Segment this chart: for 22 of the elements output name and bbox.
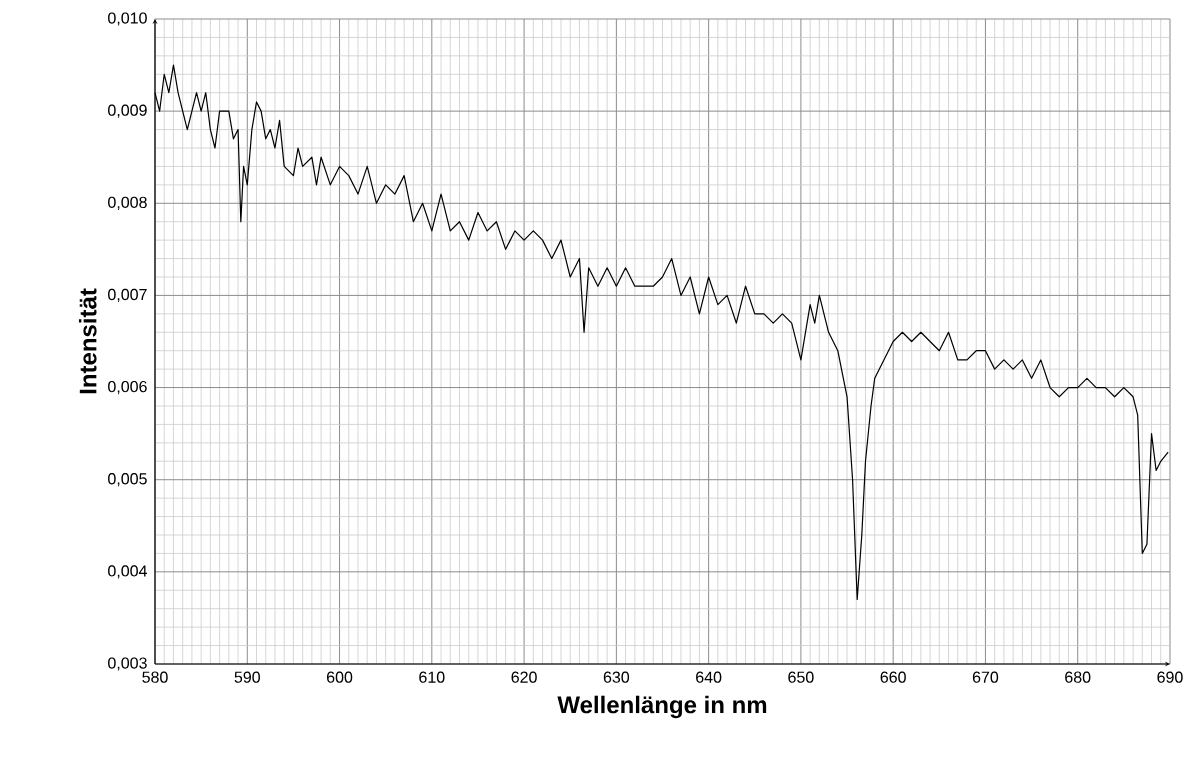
x-tick-label: 590 [234, 671, 260, 683]
x-tick-label: 610 [419, 671, 445, 683]
x-tick-label: 690 [1157, 671, 1183, 683]
x-tick-label: 580 [142, 671, 168, 683]
y-tick-label: 0,005 [108, 473, 147, 487]
y-tick-label: 0,007 [108, 288, 147, 303]
x-tick-label: 650 [788, 671, 814, 683]
y-axis-title: Intensität [78, 288, 97, 394]
x-tick-label: 640 [696, 671, 722, 683]
x-tick-label: 600 [327, 671, 353, 683]
x-tick-label: 680 [1065, 671, 1091, 683]
y-tick-label: 0,004 [108, 565, 147, 579]
x-axis-title: Wellenlänge in nm [557, 695, 767, 719]
y-tick-label: 0,009 [108, 104, 147, 118]
x-tick-label: 630 [603, 671, 630, 683]
y-tick-label: 0,006 [108, 380, 147, 395]
y-tick-label: 0,008 [108, 196, 147, 210]
y-tick-label: 0,003 [108, 657, 147, 671]
x-tick-label: 660 [880, 671, 906, 683]
y-tick-label: 0,010 [108, 12, 147, 26]
x-tick-label: 620 [511, 671, 537, 683]
x-tick-label: 670 [972, 671, 999, 683]
